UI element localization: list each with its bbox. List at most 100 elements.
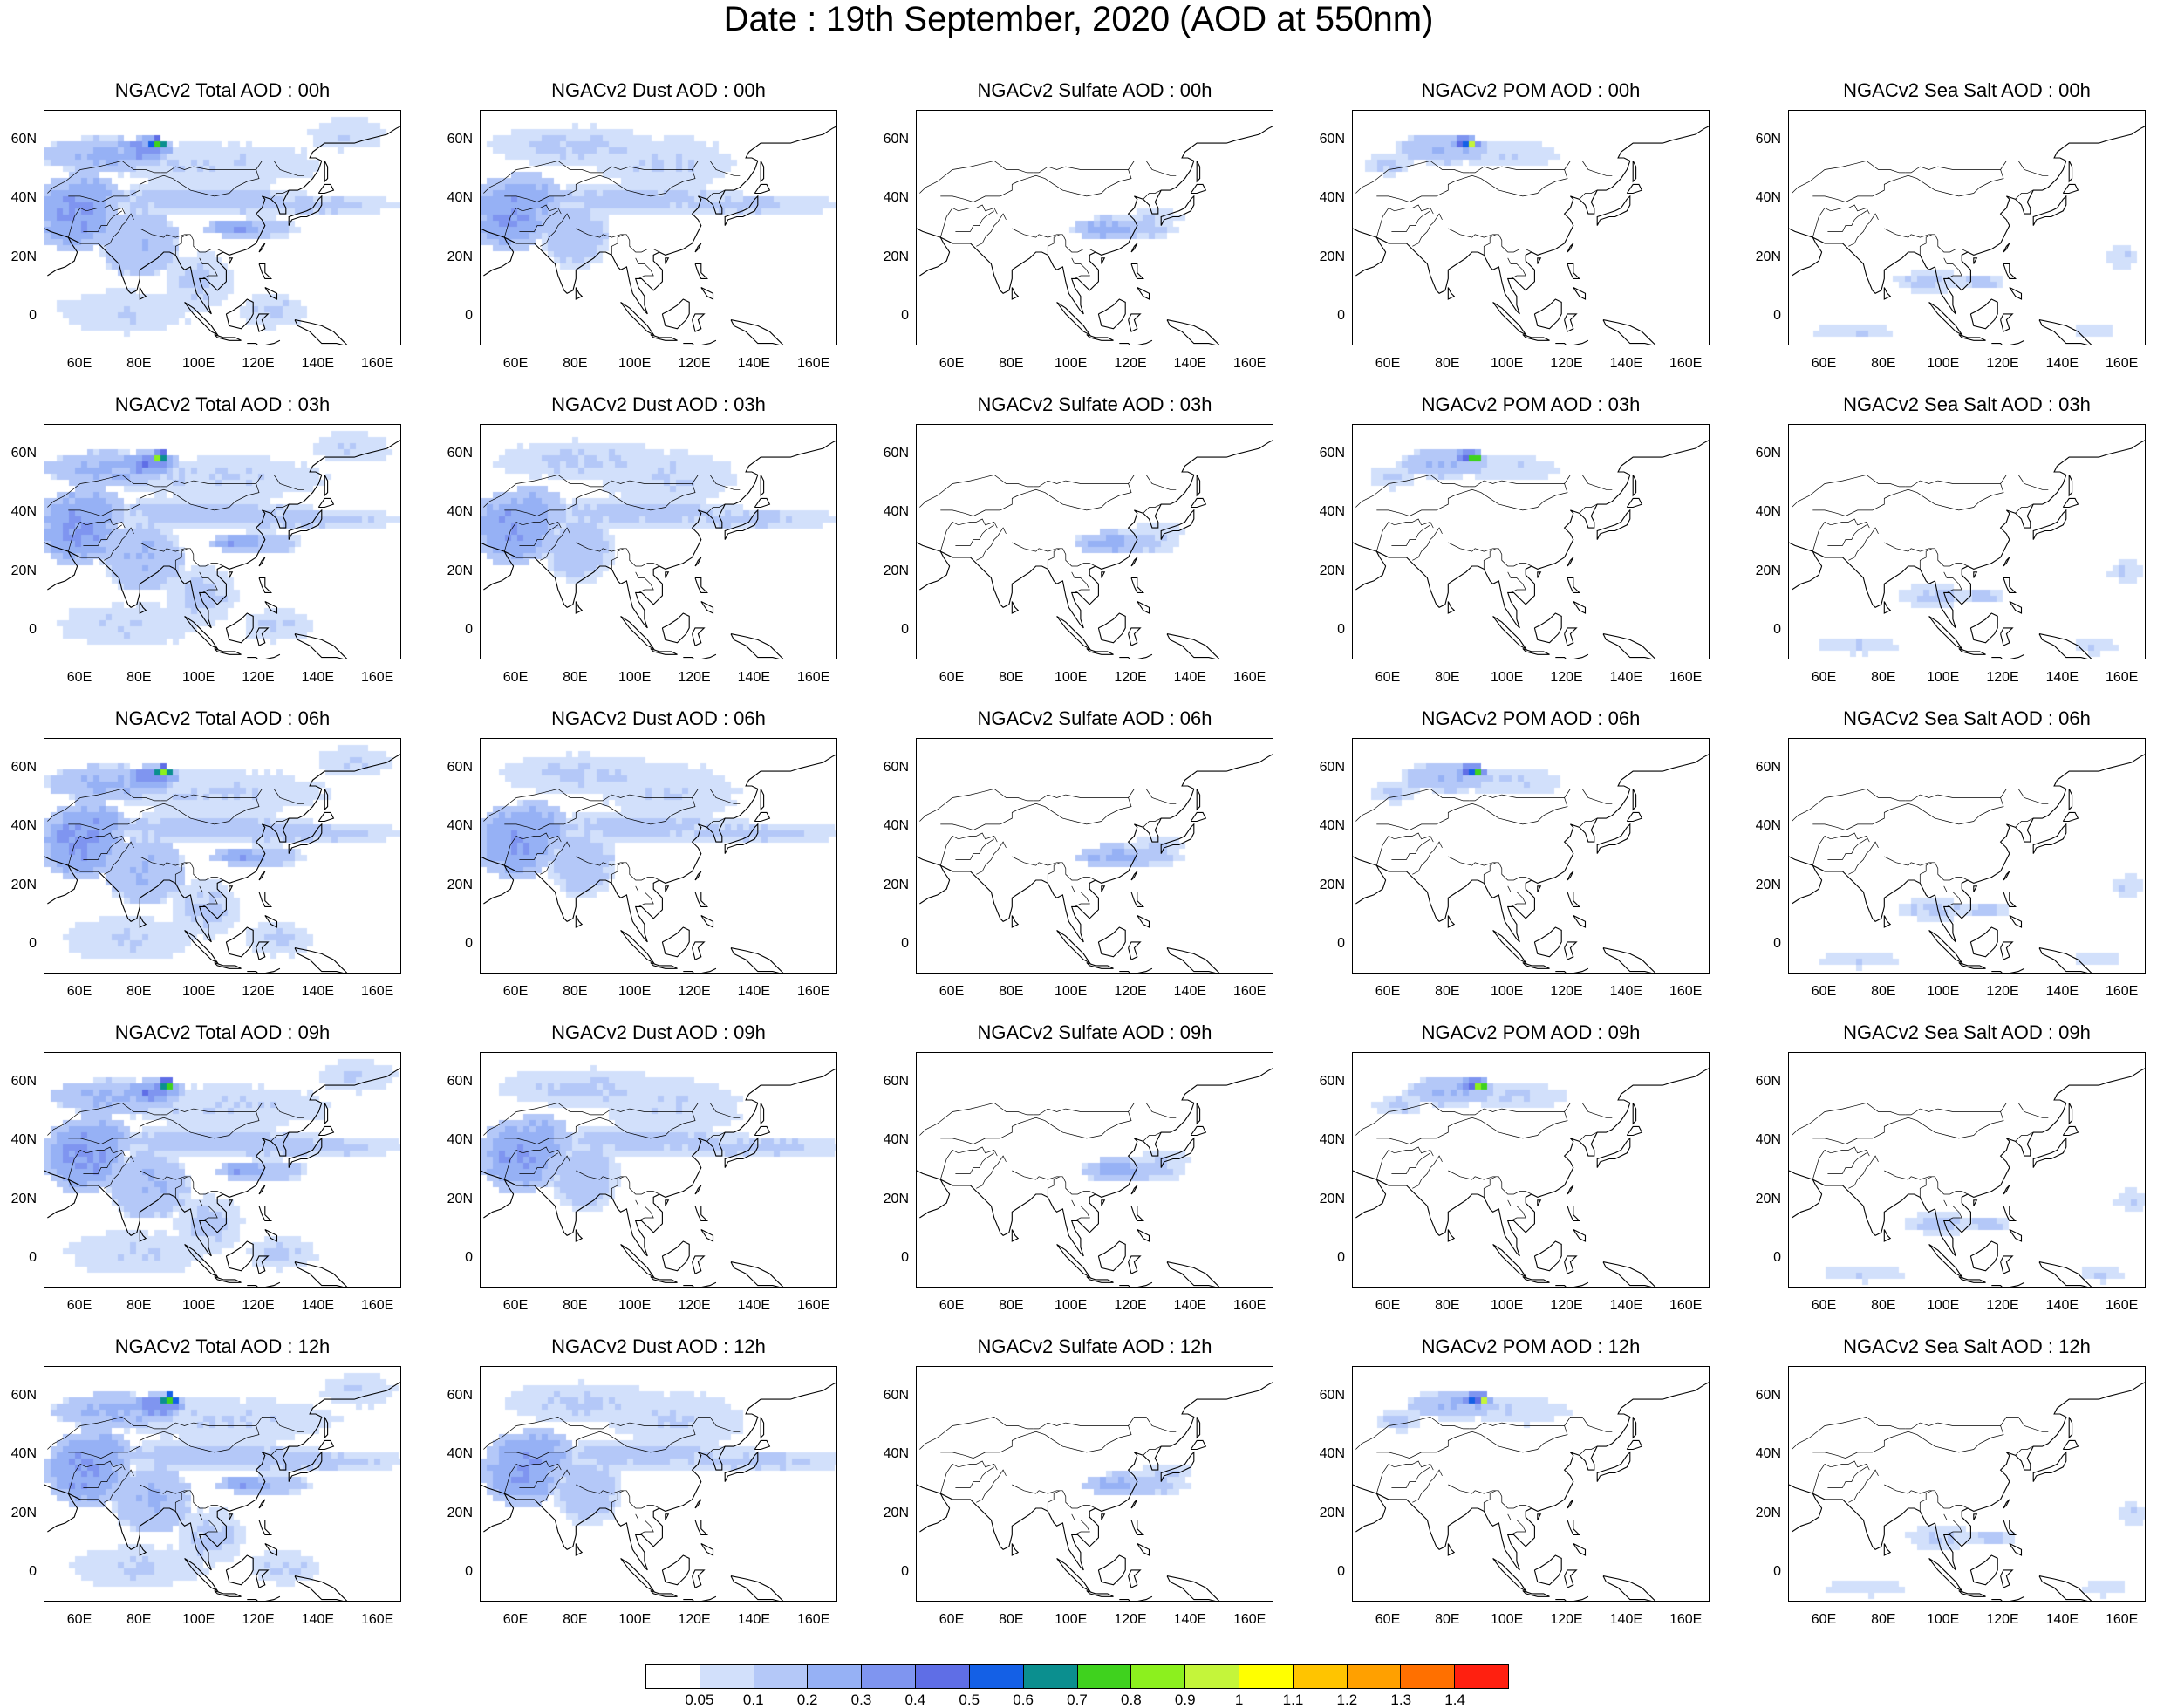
coastline: [1190, 1125, 1207, 1137]
coastline: [1130, 557, 1138, 567]
x-tick-label: 160E: [1232, 356, 1266, 371]
country-border: [1848, 1155, 1879, 1189]
country-border: [1919, 548, 1933, 570]
country-border: [190, 1176, 224, 1195]
country-border: [140, 542, 191, 552]
country-border: [190, 234, 224, 253]
coastline: [1492, 929, 1527, 964]
x-tick-label: 100E: [181, 1612, 215, 1627]
x-tick-label: 80E: [1871, 984, 1896, 999]
country-border: [635, 257, 654, 279]
coastline: [694, 577, 709, 593]
coastline: [1573, 287, 1587, 300]
coastline: [2003, 263, 2017, 279]
country-border: [190, 548, 224, 567]
map-plot-area: [1352, 424, 1710, 659]
coastline: [1128, 941, 1142, 960]
coastline: [294, 1575, 348, 1601]
country-border: [190, 1490, 224, 1509]
country-border: [635, 885, 654, 907]
coastline: [1130, 891, 1145, 907]
y-tick-label: 20N: [1755, 563, 1781, 578]
y-tick-label: 40N: [1319, 1446, 1345, 1462]
x-tick-label: 60E: [1811, 1298, 1837, 1313]
y-tick-label: 0: [1337, 1250, 1345, 1266]
panel-title: NGACv2 Total AOD : 12h: [114, 1336, 331, 1357]
x-tick-label: 160E: [360, 670, 394, 685]
y-tick-label: 0: [1337, 936, 1345, 952]
coastline: [1056, 301, 1091, 336]
country-border: [1376, 166, 1568, 202]
coastline: [317, 1439, 335, 1451]
x-tick-label: 120E: [242, 984, 275, 999]
country-border: [104, 1469, 134, 1503]
country-border: [1391, 210, 1430, 232]
coastline: [1564, 313, 1578, 332]
coastline: [1119, 1281, 1153, 1287]
coastline: [1101, 257, 1106, 264]
country-border: [1812, 204, 1870, 238]
country-border: [939, 518, 998, 552]
coastline: [754, 1125, 771, 1137]
country-border: [1812, 1422, 2004, 1459]
x-tick-label: 100E: [1054, 1298, 1088, 1313]
coastline-layer: [44, 126, 400, 345]
country-border: [706, 189, 726, 200]
x-tick-label: 60E: [939, 1612, 965, 1627]
y-tick-label: 20N: [10, 877, 37, 892]
country-border: [1935, 234, 1969, 253]
coastline: [324, 475, 329, 497]
coastline: [2003, 243, 2010, 253]
x-tick-label: 60E: [1811, 356, 1837, 371]
country-border: [270, 503, 290, 514]
y-tick-label: 20N: [10, 249, 37, 264]
country-border: [199, 1513, 218, 1535]
country-border: [1143, 189, 1162, 200]
colorbar-label: 1: [1234, 1691, 1244, 1708]
country-border: [256, 475, 304, 490]
x-tick-label: 60E: [1375, 670, 1401, 685]
x-tick-label: 120E: [1114, 984, 1147, 999]
coastline: [2068, 475, 2073, 497]
country-border: [67, 518, 126, 552]
coastline: [288, 1451, 323, 1482]
y-tick-label: 40N: [447, 818, 473, 834]
coastline: [1564, 627, 1578, 646]
y-tick-label: 40N: [447, 190, 473, 206]
country-border: [1919, 234, 1933, 256]
coastline: [1097, 298, 1126, 330]
y-tick-label: 60N: [1755, 1387, 1781, 1403]
x-tick-label: 120E: [242, 1298, 275, 1313]
map-panel: NGACv2 Sulfate AOD : 03h 60N 40N 20N 0 60E 80E…: [884, 393, 1273, 707]
country-border: [2000, 475, 2049, 490]
coastline: [1056, 1557, 1091, 1592]
coastline: [1567, 1205, 1581, 1221]
y-tick-label: 60N: [883, 445, 909, 461]
x-tick-label: 160E: [2105, 1612, 2139, 1627]
coastline: [258, 243, 266, 253]
x-tick-label: 160E: [1669, 356, 1703, 371]
coastline: [1492, 615, 1527, 650]
country-border: [1062, 234, 1096, 253]
map-plot-area: [44, 1052, 401, 1288]
x-tick-label: 80E: [563, 356, 588, 371]
y-tick-label: 0: [1337, 1564, 1345, 1580]
y-tick-label: 0: [901, 1250, 909, 1266]
panel-title: NGACv2 Sulfate AOD : 12h: [977, 1336, 1212, 1357]
country-border: [1564, 1103, 1613, 1118]
y-tick-label: 20N: [447, 1191, 473, 1206]
coastline: [700, 287, 714, 300]
coastline: [1130, 577, 1145, 593]
coastline: [2062, 1125, 2079, 1137]
country-border: [1827, 1152, 1867, 1174]
country-border: [1375, 832, 1434, 866]
colorbar-label: 0.4: [904, 1691, 926, 1708]
map-panel: NGACv2 Total AOD : 06h 60N 40N 20N 0 60E 80E 10…: [11, 707, 401, 1021]
country-border: [576, 228, 627, 238]
country-border: [611, 548, 625, 570]
x-tick-label: 120E: [678, 670, 711, 685]
x-tick-label: 160E: [360, 1298, 394, 1313]
country-border: [1919, 1176, 1933, 1198]
coastline: [1812, 1068, 2145, 1257]
coastline: [940, 1068, 1273, 1257]
